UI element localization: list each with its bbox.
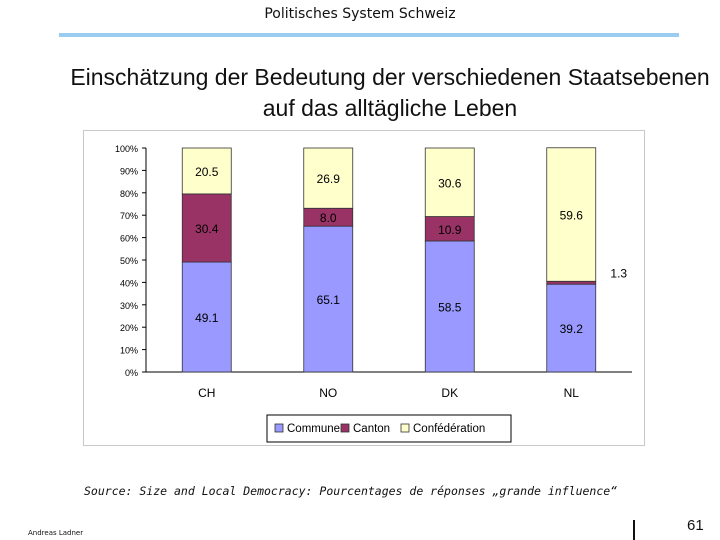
- header-title: Politisches System Schweiz: [264, 6, 456, 22]
- data-label: 20.5: [195, 165, 219, 179]
- x-tick-label: NL: [564, 386, 580, 400]
- y-tick-label: 30%: [120, 301, 138, 311]
- y-tick-label: 100%: [115, 144, 138, 154]
- y-tick-label: 40%: [120, 278, 138, 288]
- data-label: 65.1: [317, 293, 341, 307]
- data-label: 59.6: [560, 209, 584, 223]
- bar-ch-confdration: [181, 147, 232, 195]
- legend-label: Confédération: [413, 423, 485, 435]
- x-tick-label: NO: [319, 386, 337, 400]
- y-tick-label: 10%: [120, 346, 138, 356]
- bar-ch-commune: [181, 261, 232, 373]
- bar-ch-canton: [181, 193, 232, 263]
- bar-no-confdration: [303, 147, 354, 209]
- legend-swatch-commune: [274, 423, 284, 433]
- header-divider: [59, 33, 679, 37]
- y-tick-label: 0%: [125, 368, 138, 378]
- slide-title: Einschätzung der Bedeutung der verschied…: [70, 64, 710, 121]
- data-label: 49.1: [195, 311, 219, 325]
- legend-swatch-canton: [340, 423, 350, 433]
- y-tick-label: 20%: [120, 323, 138, 333]
- legend-label: Canton: [353, 423, 390, 435]
- data-label: 10.9: [438, 223, 462, 237]
- x-tick-label: CH: [198, 386, 215, 400]
- bar-nl-confdration: [546, 147, 597, 282]
- y-tick-label: 70%: [120, 211, 138, 221]
- bar-nl-canton: [546, 280, 597, 285]
- data-label: 1.3: [610, 266, 627, 280]
- y-tick-label: 80%: [120, 189, 138, 199]
- y-tick-label: 90%: [120, 166, 138, 176]
- y-tick-label: 50%: [120, 256, 138, 266]
- y-tick-label: 60%: [120, 234, 138, 244]
- source-note: Source: Size and Local Democracy: Pource…: [84, 484, 618, 498]
- data-label: 30.4: [195, 222, 219, 236]
- footer-divider: [633, 520, 635, 540]
- legend-box: [266, 414, 512, 443]
- data-label: 39.2: [560, 322, 584, 336]
- stacked-bar-chart: 0% 10% 20% 30% 40% 50% 60% 70% 80% 90% 100% 49.1 30.…: [115, 144, 632, 443]
- chart-frame: 0% 10% 20% 30% 40% 50% 60% 70% 80% 90% 100% 49.1 30.…: [83, 130, 645, 446]
- author-name: Andreas Ladner: [28, 529, 84, 537]
- bar-dk-commune: [424, 240, 475, 373]
- bar-nl-commune: [546, 283, 597, 373]
- legend-swatch-confdration: [400, 423, 410, 433]
- bar-no-commune: [303, 225, 354, 373]
- page-number: 61: [687, 517, 704, 534]
- bar-dk-confdration: [424, 147, 475, 217]
- data-label: 26.9: [317, 172, 341, 186]
- legend-label: Commune: [287, 423, 340, 435]
- x-tick-label: DK: [441, 386, 458, 400]
- data-label: 30.6: [438, 176, 462, 190]
- data-label: 8.0: [320, 211, 337, 225]
- data-label: 58.5: [438, 300, 462, 314]
